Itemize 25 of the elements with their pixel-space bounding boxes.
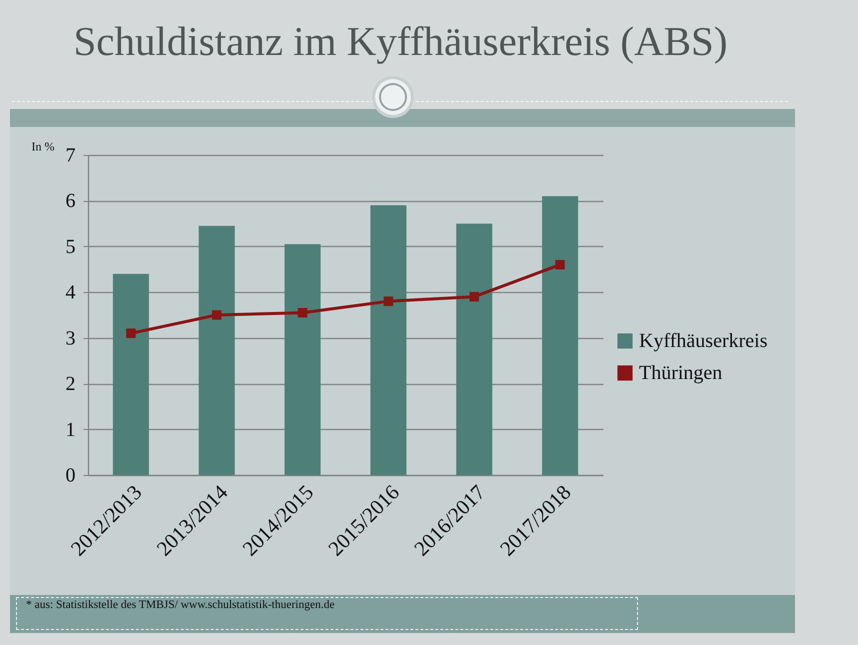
bar [456, 224, 492, 475]
y-tick-label: 2 [66, 373, 76, 396]
y-axis-title: In % [32, 140, 54, 154]
point [212, 310, 222, 320]
y-tick-label: 5 [66, 236, 76, 258]
legend-label: Thüringen [639, 362, 722, 384]
bar [370, 205, 406, 475]
y-tick-label: 6 [66, 190, 76, 212]
y-tick-label: 3 [66, 327, 76, 350]
legend-label: Kyffhäuserkreis [639, 330, 768, 352]
bar [198, 226, 235, 475]
chart-title: Schuldistanz im Kyffhäuserkreis (ABS) [74, 18, 728, 64]
text: * aus: Statistikstelle des TMBJS/ www.schulstatistik-thueringen.de [26, 599, 335, 611]
bar [284, 244, 321, 475]
bar [112, 274, 149, 475]
y-tick-label: 0 [66, 464, 76, 486]
point [126, 328, 136, 338]
point [555, 260, 565, 270]
point [470, 292, 479, 302]
y-tick-label: 7 [66, 144, 76, 166]
y-tick-label: 1 [66, 418, 76, 441]
point [384, 296, 394, 306]
point [298, 308, 308, 318]
y-tick-label: 4 [66, 282, 76, 304]
bar [542, 196, 578, 475]
